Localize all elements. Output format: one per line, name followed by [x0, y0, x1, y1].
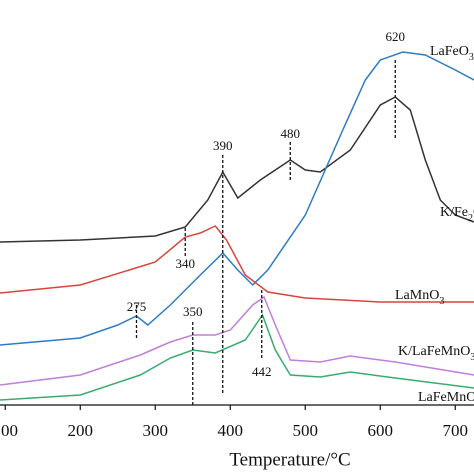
series-label: LaFeMnO3	[418, 390, 474, 409]
annotation-label: 442	[252, 364, 272, 379]
x-axis-label: Temperature/°C	[229, 449, 350, 470]
x-tick-label: 200	[68, 421, 94, 440]
x-tick-label: 100	[0, 421, 18, 440]
series-label: LaMnO3	[395, 288, 444, 307]
x-tick-label: 600	[368, 421, 394, 440]
annotation-label: 350	[183, 304, 203, 319]
series-label: K/Fe2O3	[440, 205, 474, 224]
annotation-label: 480	[281, 126, 301, 141]
annotation-label: 275	[127, 299, 147, 314]
x-tick-label: 400	[218, 421, 244, 440]
annotation-label: 620	[386, 29, 406, 44]
series-label: K/LaFeMnO3	[398, 344, 474, 363]
series-label: LaFeO3	[430, 44, 474, 63]
series-line	[0, 96, 474, 243]
x-tick-label: 300	[143, 421, 169, 440]
series-line	[0, 295, 474, 386]
x-tick-label: 700	[443, 421, 469, 440]
series-line	[0, 225, 474, 303]
annotation-label: 390	[213, 138, 233, 153]
annotation-label: 340	[176, 256, 196, 271]
series-line	[0, 313, 474, 401]
x-tick-label: 500	[293, 421, 319, 440]
